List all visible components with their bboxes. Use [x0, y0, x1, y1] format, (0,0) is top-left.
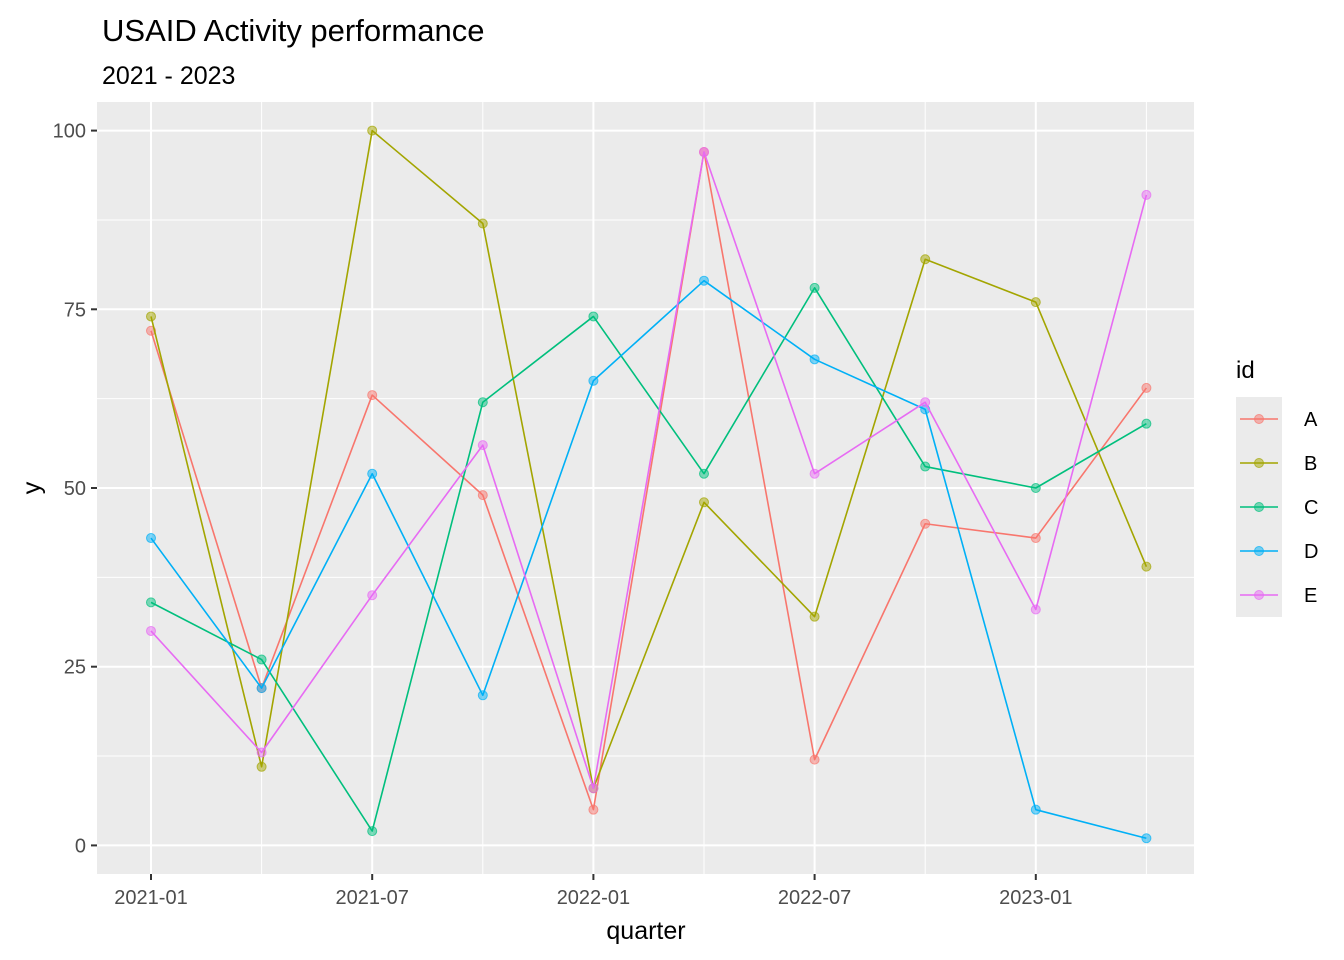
- series-line-b: [150, 129, 1148, 790]
- data-point-c: [699, 468, 709, 479]
- data-point-a: [1141, 382, 1152, 393]
- data-point-a: [920, 518, 931, 529]
- data-point-e: [367, 590, 378, 601]
- data-point-b: [1141, 561, 1152, 572]
- series-line-e: [150, 151, 1148, 790]
- data-point-e: [256, 747, 267, 758]
- data-point-d: [1141, 833, 1152, 844]
- data-point-c: [256, 654, 267, 665]
- series-line-d: [150, 279, 1147, 840]
- data-point-c: [1030, 483, 1041, 493]
- x-axis-title: quarter: [606, 917, 685, 945]
- data-point-b: [367, 125, 378, 136]
- data-point-a: [367, 390, 378, 401]
- chart-title: USAID Activity performance: [102, 13, 484, 48]
- legend-label-c: C: [1304, 497, 1318, 519]
- legend-label-b: B: [1304, 453, 1317, 475]
- data-point-b: [1030, 297, 1041, 308]
- series-line-c: [150, 287, 1147, 832]
- legend-label-a: A: [1304, 409, 1318, 431]
- data-point-e: [920, 397, 931, 408]
- x-tick-label: 2022-07: [778, 887, 851, 909]
- data-point-e: [699, 147, 709, 158]
- data-point-c: [1141, 418, 1152, 429]
- x-tick-label: 2023-01: [999, 887, 1072, 909]
- data-point-c: [146, 597, 156, 608]
- data-point-a: [588, 804, 599, 815]
- data-point-e: [146, 625, 156, 636]
- y-tick-label: 75: [64, 299, 86, 321]
- data-point-c: [477, 397, 488, 408]
- data-point-b: [699, 497, 709, 508]
- legend-label-e: E: [1304, 585, 1317, 607]
- data-point-e: [1030, 604, 1041, 615]
- y-axis: 0 25 50 75 100: [53, 121, 97, 857]
- series-layer: [146, 125, 1152, 844]
- x-tick-label: 2021-07: [335, 887, 408, 909]
- data-point-c: [367, 826, 378, 837]
- data-point-d: [588, 375, 599, 386]
- x-tick-label: 2021-01: [114, 887, 187, 909]
- data-point-e: [1141, 189, 1152, 200]
- legend-key-point: [1254, 502, 1264, 512]
- data-point-b: [256, 761, 267, 772]
- major-gridlines: [97, 102, 1194, 874]
- data-point-b: [920, 254, 931, 265]
- data-point-b: [146, 311, 156, 322]
- data-point-a: [477, 490, 488, 501]
- y-axis-title: y: [18, 481, 46, 494]
- legend-label-d: D: [1304, 541, 1318, 563]
- data-point-e: [809, 468, 820, 479]
- chart-subtitle: 2021 - 2023: [102, 62, 235, 90]
- data-point-d: [809, 354, 820, 365]
- data-point-e: [477, 440, 488, 451]
- legend-key-point: [1254, 546, 1264, 556]
- y-tick-label: 25: [64, 657, 86, 679]
- data-point-e: [588, 783, 599, 794]
- data-point-c: [588, 311, 599, 322]
- data-point-d: [699, 275, 709, 286]
- data-point-b: [477, 218, 488, 229]
- legend-key-point: [1254, 414, 1264, 424]
- y-tick-label: 0: [75, 835, 86, 857]
- y-tick-label: 100: [53, 121, 86, 143]
- series-line-a: [150, 151, 1148, 811]
- x-tick-label: 2022-01: [557, 887, 630, 909]
- data-point-d: [477, 690, 488, 701]
- data-point-c: [920, 461, 931, 472]
- data-point-b: [809, 611, 820, 622]
- data-point-c: [809, 282, 820, 293]
- x-axis: 2021-01 2021-07 2022-01 2022-07 2023-01: [114, 874, 1073, 909]
- data-point-a: [1030, 533, 1041, 544]
- data-point-a: [809, 754, 820, 765]
- data-point-d: [256, 683, 267, 694]
- y-tick-label: 50: [64, 478, 86, 500]
- legend-key-point: [1254, 590, 1264, 600]
- legend-key-point: [1254, 458, 1264, 468]
- legend-title: id: [1236, 357, 1255, 384]
- data-point-d: [146, 533, 156, 544]
- data-point-d: [1030, 804, 1041, 815]
- data-point-d: [367, 468, 378, 479]
